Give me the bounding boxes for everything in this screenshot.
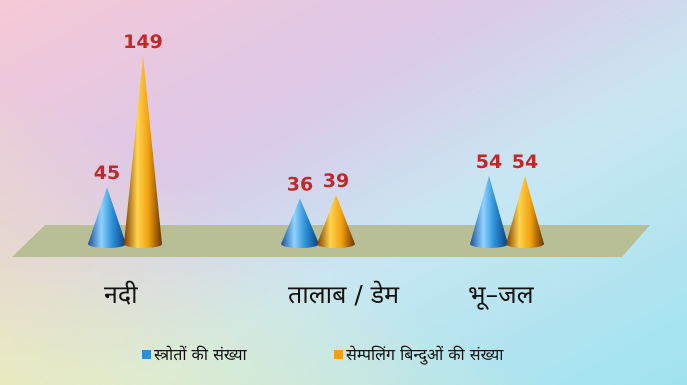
value-label: 54 [476, 151, 502, 173]
cone-bar [470, 175, 508, 248]
value-label: 36 [287, 174, 313, 196]
cone-bar [281, 198, 319, 248]
cone-body [506, 175, 544, 248]
legend-swatch [334, 350, 343, 359]
cone-bar [317, 194, 355, 248]
category-labels-layer: नदी तालाब / डेम भू–जल [104, 280, 535, 310]
cone-body [281, 198, 319, 248]
cone-bar [88, 187, 126, 248]
cone-body [470, 175, 508, 248]
cone-body [317, 194, 355, 248]
legend-label: स्त्रोतों की संख्या [154, 345, 248, 364]
legend-swatch [142, 350, 151, 359]
cones-layer [88, 56, 544, 248]
value-label: 149 [123, 31, 163, 53]
category-label: तालाब / डेम [288, 280, 400, 309]
cone-bar [506, 175, 544, 248]
cone-bar [124, 56, 162, 248]
legend: स्त्रोतों की संख्या सेम्पलिंग बिन्दुओं क… [142, 345, 504, 365]
category-label: नदी [104, 280, 138, 309]
cone-body [88, 187, 126, 248]
category-label: भू–जल [468, 280, 535, 310]
value-label: 45 [94, 162, 120, 184]
value-labels-layer: 45 149 36 39 54 54 [94, 31, 538, 196]
value-label: 39 [323, 170, 349, 192]
legend-label: सेम्पलिंग बिन्दुओं की संख्या [346, 345, 504, 365]
cone-body [124, 56, 162, 248]
value-label: 54 [512, 151, 538, 173]
